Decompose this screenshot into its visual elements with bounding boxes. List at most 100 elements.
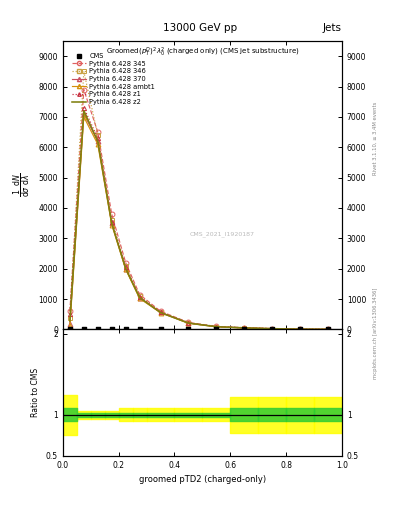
Pythia 6.428 346: [137, 293, 142, 299]
Pythia 6.428 z1: [186, 320, 191, 326]
Pythia 6.428 346: [68, 315, 72, 321]
Pythia 6.428 z1: [109, 219, 114, 225]
Pythia 6.428 370: [326, 326, 331, 332]
CMS: [213, 325, 220, 333]
Pythia 6.428 370: [68, 321, 72, 327]
Pythia 6.428 ambt1: [95, 141, 100, 147]
Legend: CMS, Pythia 6.428 345, Pythia 6.428 346, Pythia 6.428 370, Pythia 6.428 ambt1, P: CMS, Pythia 6.428 345, Pythia 6.428 346,…: [72, 53, 155, 105]
Pythia 6.428 345: [95, 129, 100, 135]
Pythia 6.428 346: [81, 68, 86, 74]
CMS: [81, 325, 87, 333]
Pythia 6.428 z1: [158, 309, 163, 315]
Pythia 6.428 z2: [137, 294, 142, 301]
Pythia 6.428 z2: [186, 320, 191, 326]
Pythia 6.428 370: [186, 320, 191, 326]
Pythia 6.428 370: [109, 220, 114, 226]
Pythia 6.428 z1: [123, 264, 128, 270]
CMS: [67, 325, 73, 333]
Text: mcplots.cern.ch [arXiv:1306.3436]: mcplots.cern.ch [arXiv:1306.3436]: [373, 287, 378, 378]
Pythia 6.428 ambt1: [214, 324, 219, 330]
Text: Groomed$(p_T^D)^2\lambda_0^2$ (charged only) (CMS jet substructure): Groomed$(p_T^D)^2\lambda_0^2$ (charged o…: [106, 45, 299, 58]
Pythia 6.428 z2: [95, 138, 100, 144]
Pythia 6.428 z2: [158, 309, 163, 315]
Pythia 6.428 345: [109, 211, 114, 217]
Pythia 6.428 346: [298, 326, 303, 332]
Pythia 6.428 z2: [242, 325, 247, 331]
Text: Rivet 3.1.10, ≥ 3.4M events: Rivet 3.1.10, ≥ 3.4M events: [373, 101, 378, 175]
Text: CMS_2021_I1920187: CMS_2021_I1920187: [189, 231, 254, 237]
Pythia 6.428 z2: [214, 324, 219, 330]
CMS: [269, 325, 275, 333]
Pythia 6.428 z2: [81, 108, 86, 114]
Pythia 6.428 370: [95, 138, 100, 144]
Text: 13000 GeV pp: 13000 GeV pp: [163, 23, 237, 33]
Line: Pythia 6.428 370: Pythia 6.428 370: [68, 112, 331, 332]
Y-axis label: Ratio to CMS: Ratio to CMS: [31, 368, 40, 417]
Pythia 6.428 370: [137, 294, 142, 301]
Line: Pythia 6.428 345: Pythia 6.428 345: [68, 87, 331, 332]
Pythia 6.428 ambt1: [186, 320, 191, 326]
CMS: [185, 325, 192, 333]
Pythia 6.428 ambt1: [109, 222, 114, 228]
Pythia 6.428 z2: [270, 326, 275, 332]
Pythia 6.428 345: [123, 260, 128, 266]
Pythia 6.428 ambt1: [270, 326, 275, 332]
Pythia 6.428 z1: [95, 135, 100, 141]
Pythia 6.428 345: [298, 326, 303, 332]
Pythia 6.428 370: [270, 326, 275, 332]
Pythia 6.428 z1: [326, 326, 331, 332]
Pythia 6.428 345: [158, 308, 163, 314]
Pythia 6.428 345: [68, 308, 72, 314]
Pythia 6.428 ambt1: [68, 323, 72, 329]
Pythia 6.428 z1: [137, 293, 142, 300]
Pythia 6.428 z1: [242, 325, 247, 331]
Pythia 6.428 370: [81, 111, 86, 117]
Pythia 6.428 346: [214, 324, 219, 330]
Pythia 6.428 345: [137, 291, 142, 297]
Pythia 6.428 z2: [326, 326, 331, 332]
Pythia 6.428 ambt1: [326, 326, 331, 332]
Pythia 6.428 370: [214, 324, 219, 330]
Pythia 6.428 z1: [298, 326, 303, 332]
Line: Pythia 6.428 346: Pythia 6.428 346: [68, 69, 331, 332]
Pythia 6.428 z1: [68, 311, 72, 317]
Pythia 6.428 ambt1: [298, 326, 303, 332]
Pythia 6.428 z2: [123, 265, 128, 271]
CMS: [157, 325, 164, 333]
Line: Pythia 6.428 ambt1: Pythia 6.428 ambt1: [68, 115, 331, 332]
Pythia 6.428 370: [298, 326, 303, 332]
Pythia 6.428 z1: [81, 104, 86, 111]
Pythia 6.428 346: [95, 132, 100, 138]
Pythia 6.428 345: [242, 325, 247, 331]
Line: Pythia 6.428 z2: Pythia 6.428 z2: [70, 111, 328, 329]
Pythia 6.428 370: [158, 309, 163, 315]
Pythia 6.428 ambt1: [158, 310, 163, 316]
CMS: [108, 325, 115, 333]
Pythia 6.428 346: [109, 217, 114, 223]
Pythia 6.428 z1: [214, 324, 219, 330]
Pythia 6.428 345: [326, 326, 331, 332]
Pythia 6.428 345: [270, 326, 275, 332]
Pythia 6.428 345: [214, 324, 219, 330]
Pythia 6.428 346: [123, 263, 128, 269]
Pythia 6.428 346: [242, 325, 247, 331]
Pythia 6.428 z2: [68, 318, 72, 324]
CMS: [325, 325, 331, 333]
CMS: [241, 325, 248, 333]
Pythia 6.428 370: [242, 325, 247, 331]
Pythia 6.428 346: [326, 326, 331, 332]
Pythia 6.428 346: [186, 319, 191, 326]
Pythia 6.428 z2: [298, 326, 303, 332]
Pythia 6.428 345: [186, 319, 191, 326]
Pythia 6.428 345: [81, 87, 86, 93]
Pythia 6.428 z2: [109, 220, 114, 226]
Pythia 6.428 ambt1: [242, 325, 247, 331]
Pythia 6.428 ambt1: [81, 114, 86, 120]
CMS: [123, 325, 129, 333]
Pythia 6.428 z1: [270, 326, 275, 332]
X-axis label: groomed pTD2 (charged-only): groomed pTD2 (charged-only): [139, 475, 266, 484]
Pythia 6.428 ambt1: [123, 266, 128, 272]
CMS: [297, 325, 303, 333]
Pythia 6.428 346: [270, 326, 275, 332]
Pythia 6.428 370: [123, 266, 128, 272]
